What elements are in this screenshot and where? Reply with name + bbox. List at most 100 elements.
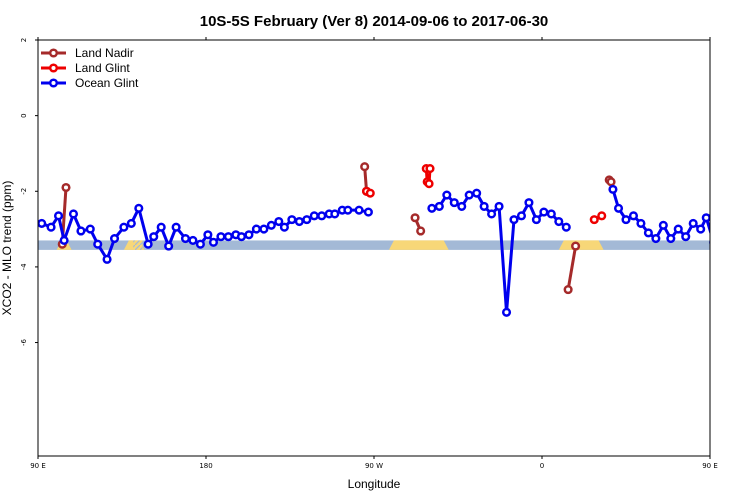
- land-glint-point: [425, 164, 435, 174]
- ocean-glint-point: [85, 224, 95, 234]
- ocean-glint-point: [554, 216, 564, 227]
- ocean-glint-point: [156, 222, 166, 232]
- land-nadir-point: [416, 226, 426, 236]
- ocean-glint-point: [608, 184, 618, 194]
- y-tick-label: -6: [20, 339, 28, 347]
- ocean-glint-point: [236, 232, 247, 242]
- land-nadir-point: [360, 162, 370, 172]
- ocean-glint-point: [195, 239, 205, 249]
- ocean-glint-point: [621, 215, 631, 225]
- ocean-glint-point: [696, 224, 706, 234]
- ocean-glint-point: [363, 207, 373, 217]
- ocean-glint-point: [449, 198, 459, 208]
- land-glint-point: [589, 215, 599, 225]
- ocean-band: [38, 240, 710, 250]
- ocean-glint-point: [733, 224, 740, 231]
- y-tick-label: -2: [20, 188, 28, 195]
- ocean-glint-point: [134, 203, 144, 213]
- legend-item-ocean-glint: Ocean Glint: [41, 76, 139, 90]
- ocean-glint-point: [501, 307, 512, 317]
- ocean-glint-point: [539, 207, 549, 217]
- ocean-glint-point: [666, 233, 676, 244]
- ocean-glint-point: [701, 213, 710, 223]
- ocean-glint-point: [164, 241, 174, 251]
- series-ocean-glint: [38, 184, 740, 317]
- ocean-glint-point: [102, 254, 112, 264]
- ocean-glint-point: [180, 233, 191, 244]
- ocean-glint-point: [259, 224, 269, 234]
- x-tick-label: 180: [199, 462, 212, 470]
- y-tick-label: 2: [20, 38, 28, 42]
- ocean-glint-point: [658, 220, 668, 230]
- ocean-glint-point: [244, 230, 254, 240]
- ocean-glint-point: [651, 233, 661, 244]
- y-tick-label: 0: [20, 113, 28, 117]
- ocean-glint-point: [613, 203, 624, 213]
- ocean-glint-point: [53, 211, 64, 221]
- ocean-glint-point: [171, 222, 181, 232]
- ocean-glint-point: [681, 232, 691, 242]
- ocean-glint-point: [561, 222, 571, 232]
- x-tick-label: 90 E: [30, 462, 46, 470]
- y-tick-label: -4: [20, 263, 28, 271]
- ocean-glint-point: [93, 239, 103, 249]
- ocean-glint-point: [487, 209, 497, 219]
- chart-title: 10S-5S February (Ver 8) 2014-09-06 to 20…: [200, 13, 549, 30]
- ocean-glint-point: [494, 201, 504, 211]
- land-glint-point: [365, 188, 375, 198]
- ocean-glint-point: [279, 222, 289, 232]
- legend-item-land-nadir: Land Nadir: [41, 46, 134, 60]
- legend-swatch-point: [48, 48, 59, 58]
- ocean-glint-point: [509, 215, 519, 225]
- legend-label: Land Glint: [75, 61, 130, 75]
- legend-swatch-point: [48, 63, 59, 73]
- x-axis-label: Longitude: [348, 477, 401, 491]
- ocean-glint-point: [673, 224, 683, 234]
- ocean-glint-point: [479, 201, 489, 211]
- land-glint-point: [597, 211, 607, 221]
- ocean-glint-point: [251, 224, 261, 234]
- land-nadir-line: [566, 245, 578, 290]
- ocean-glint-point: [442, 190, 452, 200]
- x-tick-label: 0: [540, 462, 544, 470]
- ocean-glint-point: [434, 201, 444, 211]
- ocean-glint-point: [203, 230, 213, 240]
- land-band-segment: [388, 240, 449, 250]
- ocean-glint-point: [76, 226, 86, 236]
- ocean-glint-point: [46, 222, 56, 232]
- ocean-glint-point: [302, 215, 312, 225]
- axes: 90 E 180 90 W 0 90 E 2 0 -2 -4 -6: [20, 37, 718, 470]
- ocean-glint-point: [709, 239, 710, 245]
- surface-band: [38, 240, 710, 250]
- ocean-glint-point: [266, 220, 276, 230]
- ocean-glint-point: [274, 216, 284, 227]
- x-tick-label: 90 E: [702, 462, 718, 470]
- ocean-glint-point: [68, 209, 79, 219]
- ocean-glint-point: [531, 215, 541, 225]
- ocean-glint-point: [636, 218, 646, 228]
- legend-swatch-point: [48, 78, 59, 88]
- land-nadir-point: [606, 177, 616, 187]
- ocean-glint-point: [464, 190, 474, 200]
- legend-label: Ocean Glint: [75, 76, 139, 90]
- land-nadir-point: [563, 285, 573, 295]
- series-land-glint: [361, 164, 607, 225]
- land-glint-point: [424, 179, 434, 189]
- ocean-glint-point: [472, 188, 482, 198]
- ocean-glint-point: [457, 201, 467, 211]
- ocean-glint-point: [516, 211, 527, 221]
- ocean-glint-point: [524, 198, 534, 208]
- ocean-glint-point: [688, 218, 698, 228]
- ocean-glint-point: [38, 218, 47, 228]
- ocean-glint-point: [143, 239, 153, 249]
- ocean-glint-point: [287, 215, 297, 225]
- ocean-glint-point: [718, 211, 725, 218]
- x-tick-label: 90 W: [365, 462, 383, 470]
- y-axis-label: XCO2 - MLO trend (ppm): [0, 181, 14, 316]
- ocean-glint-point: [149, 232, 159, 242]
- ocean-glint-point: [294, 216, 304, 227]
- ocean-glint-point: [126, 218, 136, 228]
- land-nadir-point: [61, 182, 71, 193]
